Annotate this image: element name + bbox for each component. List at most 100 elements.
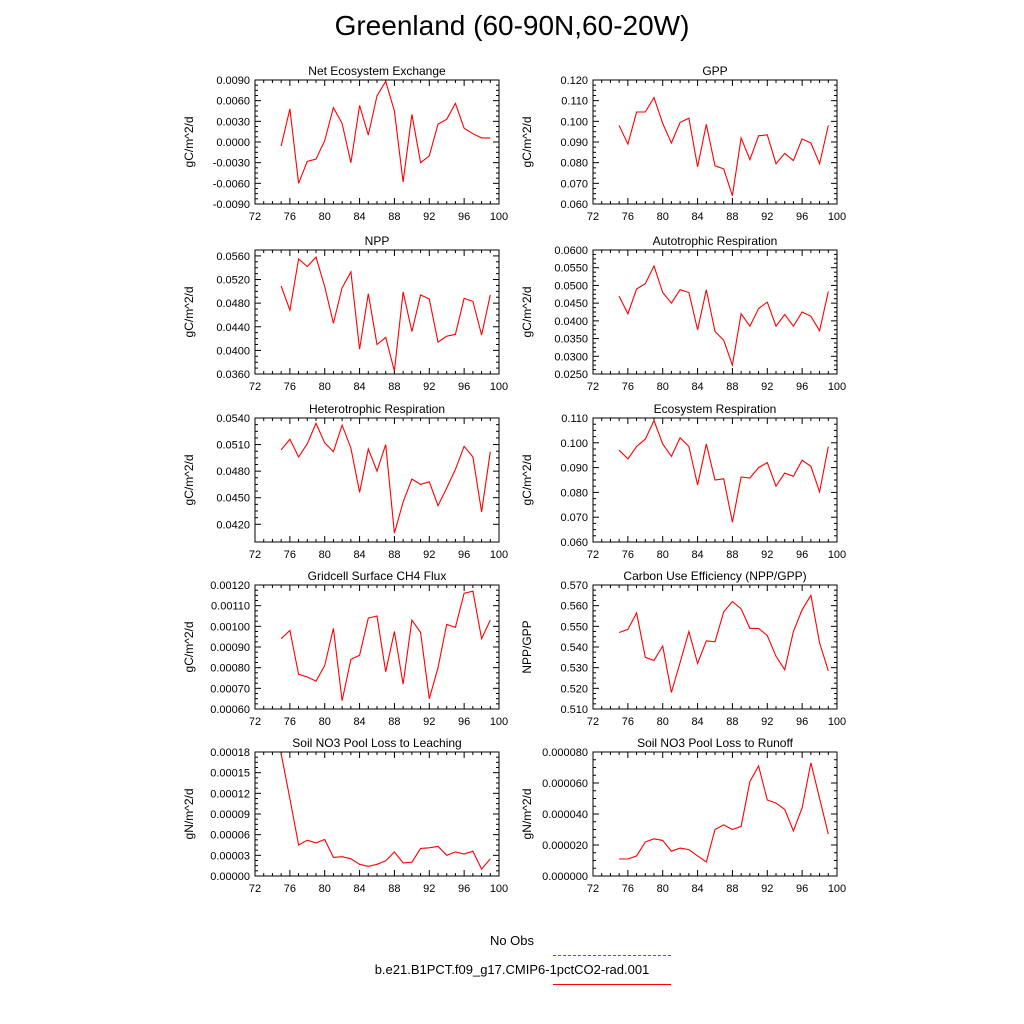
panel-1: Net Ecosystem Exchange 72 76 80 84 88 92 96 100 -… xyxy=(182,64,508,223)
series-line xyxy=(618,96,829,196)
y-tick-label: 0.00015 xyxy=(210,768,250,780)
panel-title: Heterotrophic Respiration xyxy=(309,402,445,416)
x-tick-label: 72 xyxy=(249,381,261,393)
y-tick-label: 0.00012 xyxy=(210,788,250,800)
x-tick-label: 72 xyxy=(249,883,261,895)
x-tick-label: 72 xyxy=(587,883,599,895)
y-tick-label: 0.0420 xyxy=(216,519,250,531)
x-tick-label: 84 xyxy=(691,716,703,728)
y-tick-label: 0.0600 xyxy=(554,245,588,257)
x-tick-label: 84 xyxy=(353,549,365,561)
x-tick-label: 80 xyxy=(657,381,669,393)
x-tick-label: 92 xyxy=(761,381,773,393)
x-tick-label: 76 xyxy=(622,883,634,895)
y-tick-label: 0.0480 xyxy=(216,298,250,310)
x-tick-label: 88 xyxy=(388,381,400,393)
x-tick-label: 92 xyxy=(423,211,435,223)
y-tick-label: 0.070 xyxy=(560,178,588,190)
chart-main-title: Greenland (60-90N,60-20W) xyxy=(334,10,690,41)
panel-3: NPP 72 76 80 84 88 92 96 100 0.0360 0.0400 0.0440 0.… xyxy=(182,234,508,393)
x-tick-label: 92 xyxy=(423,549,435,561)
plot-frame xyxy=(254,249,500,375)
x-tick-label: 76 xyxy=(284,549,296,561)
x-tick-label: 92 xyxy=(423,883,435,895)
y-tick-label: 0.00080 xyxy=(210,663,250,675)
y-tick-label: 0.070 xyxy=(560,512,588,524)
x-tick-label: 88 xyxy=(726,381,738,393)
panel-title: GPP xyxy=(702,64,727,78)
y-tick-label: 0.100 xyxy=(560,438,588,450)
panel-4: Autotrophic Respiration 72 76 80 84 88 92 96 100… xyxy=(520,234,846,393)
x-tick-label: 84 xyxy=(691,381,703,393)
plot-frame xyxy=(592,584,838,710)
x-tick-label: 88 xyxy=(388,716,400,728)
y-tick-label: 0.00006 xyxy=(210,830,250,842)
y-tick-label: 0.000020 xyxy=(542,840,588,852)
y-axis-label: gC/m^2/d xyxy=(520,287,534,338)
x-tick-label: 76 xyxy=(284,716,296,728)
panel-title: Net Ecosystem Exchange xyxy=(308,64,446,78)
panel-title: Soil NO3 Pool Loss to Runoff xyxy=(637,736,794,750)
y-axis-label: gC/m^2/d xyxy=(520,117,534,168)
x-tick-label: 84 xyxy=(691,211,703,223)
y-tick-label: 0.060 xyxy=(560,537,588,549)
y-tick-label: 0.080 xyxy=(560,487,588,499)
plot-frame xyxy=(592,751,838,877)
x-tick-label: 84 xyxy=(353,211,365,223)
y-tick-label: 0.0360 xyxy=(216,369,250,381)
x-tick-label: 72 xyxy=(587,716,599,728)
y-tick-label: 0.000060 xyxy=(542,778,588,790)
panel-6: Ecosystem Respiration 72 76 80 84 88 92 96 100 0.… xyxy=(520,402,846,561)
y-tick-label: 0.0450 xyxy=(216,493,250,505)
y-tick-label: 0.0440 xyxy=(216,322,250,334)
y-tick-label: 0.0500 xyxy=(554,280,588,292)
series-line xyxy=(618,264,829,368)
y-axis-label: gN/m^2/d xyxy=(520,789,534,840)
x-tick-label: 100 xyxy=(490,883,508,895)
plot-frame xyxy=(254,751,500,877)
x-tick-label: 96 xyxy=(796,549,808,561)
y-tick-label: 0.000040 xyxy=(542,809,588,821)
x-tick-label: 80 xyxy=(657,883,669,895)
y-tick-label: 0.570 xyxy=(560,580,588,592)
y-tick-label: 0.110 xyxy=(561,96,588,108)
y-tick-label: 0.00060 xyxy=(210,704,250,716)
y-axis-label: gC/m^2/d xyxy=(182,117,196,168)
y-tick-label: 0.100 xyxy=(560,116,588,128)
y-tick-label: 0.530 xyxy=(560,663,588,675)
y-tick-label: 0.0450 xyxy=(554,298,588,310)
x-tick-label: 72 xyxy=(587,381,599,393)
y-tick-label: 0.0560 xyxy=(216,251,250,263)
x-tick-label: 80 xyxy=(657,211,669,223)
y-tick-label: 0.0400 xyxy=(554,316,588,328)
y-tick-label: 0.090 xyxy=(560,463,588,475)
x-tick-label: 80 xyxy=(319,716,331,728)
x-tick-label: 76 xyxy=(622,549,634,561)
y-tick-label: -0.0060 xyxy=(213,178,250,190)
x-tick-label: 100 xyxy=(828,716,846,728)
x-tick-label: 96 xyxy=(458,549,470,561)
y-axis-label: gC/m^2/d xyxy=(182,287,196,338)
panel-title: Autotrophic Respiration xyxy=(653,234,778,248)
x-tick-label: 92 xyxy=(761,716,773,728)
x-tick-label: 72 xyxy=(249,211,261,223)
y-tick-label: 0.00090 xyxy=(210,642,250,654)
x-tick-label: 88 xyxy=(726,549,738,561)
y-tick-label: 0.00100 xyxy=(210,621,250,633)
x-tick-label: 76 xyxy=(622,211,634,223)
series-line xyxy=(618,593,829,693)
x-tick-label: 84 xyxy=(353,883,365,895)
y-tick-label: 0.0060 xyxy=(216,96,250,108)
x-tick-label: 96 xyxy=(458,883,470,895)
x-tick-label: 76 xyxy=(284,381,296,393)
x-tick-label: 88 xyxy=(726,716,738,728)
x-tick-label: 88 xyxy=(388,549,400,561)
y-tick-label: 0.0350 xyxy=(554,334,588,346)
panel-9: Soil NO3 Pool Loss to Leaching 72 76 80 84 88… xyxy=(182,736,508,895)
series-line xyxy=(280,421,491,534)
x-tick-label: 84 xyxy=(353,381,365,393)
x-tick-label: 100 xyxy=(490,549,508,561)
x-tick-label: 96 xyxy=(458,716,470,728)
y-tick-label: 0.000000 xyxy=(542,871,588,883)
plot-frame xyxy=(254,584,500,710)
